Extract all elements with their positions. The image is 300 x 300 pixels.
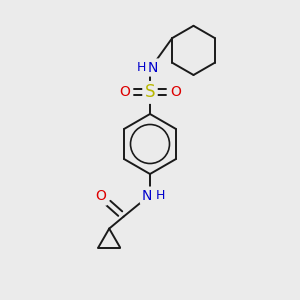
Text: H: H — [156, 189, 165, 202]
Text: O: O — [95, 190, 106, 203]
Text: H: H — [136, 61, 146, 74]
Text: O: O — [119, 85, 130, 99]
Text: N: N — [142, 189, 152, 202]
Text: S: S — [145, 83, 155, 101]
Text: N: N — [148, 61, 158, 74]
Text: O: O — [170, 85, 181, 99]
